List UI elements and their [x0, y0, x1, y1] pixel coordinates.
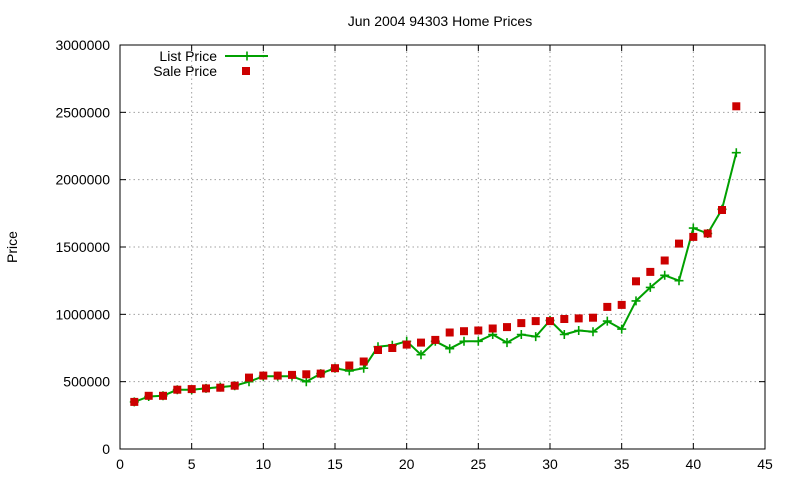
list-price-point [674, 276, 684, 286]
y-tick-label: 3000000 [55, 37, 110, 53]
legend-label-sale-price: Sale Price [153, 63, 217, 79]
sale-price-point [531, 317, 540, 326]
y-tick-label: 2000000 [55, 172, 110, 188]
sale-price-point [216, 383, 225, 392]
sale-price-point [273, 371, 282, 380]
sale-price-point [187, 385, 196, 394]
sale-price-point [202, 384, 210, 393]
list-price-point [602, 316, 612, 326]
x-tick-label: 45 [757, 456, 773, 472]
chart-title: Jun 2004 94303 Home Prices [348, 13, 532, 29]
sale-price-point [130, 397, 139, 406]
legend-label-list-price: List Price [159, 48, 217, 64]
sale-price-point [488, 324, 497, 333]
sale-price-point [288, 370, 296, 379]
sale-price-point [574, 314, 583, 323]
list-price-line [133, 152, 738, 403]
sale-price-point [345, 361, 354, 370]
x-tick-label: 35 [614, 456, 630, 472]
x-tick-label: 25 [471, 456, 487, 472]
y-tick-label: 500000 [63, 374, 110, 390]
y-tick-label: 1500000 [55, 239, 110, 255]
sale-price-point [316, 369, 325, 378]
list-price-point [588, 327, 598, 337]
y-tick-label: 0 [102, 441, 110, 457]
list-price-point [631, 296, 641, 306]
x-tick-label: 15 [327, 456, 343, 472]
sale-price-point [703, 229, 712, 238]
list-price-point [645, 282, 655, 292]
list-price-point [574, 326, 584, 335]
list-price-point [502, 338, 512, 348]
sale-price-point [660, 256, 669, 265]
sale-price-point [245, 373, 253, 382]
sale-price-point [359, 357, 368, 366]
sale-price-point [374, 346, 382, 354]
x-tick-label: 0 [116, 456, 124, 472]
sale-price-point [302, 370, 311, 379]
sale-price-point [474, 326, 483, 335]
sale-price-point [675, 239, 683, 248]
plot-data [129, 102, 741, 407]
sale-price-point [689, 232, 698, 241]
x-tick-label: 30 [542, 456, 558, 472]
sale-price-point [259, 371, 268, 380]
list-price-point [516, 330, 526, 339]
list-price-point [531, 332, 541, 342]
sale-price-point [603, 302, 612, 311]
list-price-point [301, 377, 311, 387]
list-price-point [731, 148, 741, 158]
list-price-point [416, 350, 426, 360]
sale-price-point [646, 267, 655, 276]
axis-ticks: 0 500000 1000000 1500000 2000000 2500000 30000… [55, 37, 773, 472]
legend: List Price Sale Price [153, 48, 268, 79]
sale-price-point [589, 313, 597, 322]
list-price-point [617, 324, 627, 334]
x-tick-label: 10 [256, 456, 272, 472]
sale-price-point [460, 327, 468, 336]
sale-price-point [431, 335, 440, 344]
list-price-point [459, 336, 469, 346]
sale-price-point [173, 385, 182, 394]
sale-price-point [503, 323, 511, 332]
y-tick-label: 2500000 [55, 104, 110, 120]
y-tick-label: 1000000 [55, 306, 110, 322]
sale-price-point [388, 344, 397, 352]
sale-price-point [632, 277, 640, 286]
sale-price-point [732, 102, 741, 111]
list-price-point [660, 270, 670, 280]
legend-marker-sale-price [242, 67, 250, 75]
list-price-point [445, 344, 455, 354]
x-tick-label: 20 [399, 456, 415, 472]
sale-price-point [560, 315, 569, 323]
sale-price-point [617, 300, 626, 309]
sale-price-point [331, 364, 339, 373]
sale-price-point [718, 206, 726, 214]
list-price-point [688, 223, 698, 233]
list-price-point [559, 330, 569, 339]
list-price-point [473, 336, 483, 346]
sale-price-point [546, 317, 554, 326]
sale-price-point [159, 391, 167, 400]
y-axis-label: Price [4, 231, 20, 263]
sale-price-point [144, 391, 153, 400]
x-tick-label: 40 [686, 456, 702, 472]
x-tick-label: 5 [188, 456, 196, 472]
sale-price-point [417, 338, 425, 347]
sale-price-point [402, 340, 411, 349]
sale-price-point [230, 381, 239, 390]
sale-price-point [517, 319, 526, 328]
sale-price-point [445, 328, 454, 337]
legend-marker-list-price [242, 51, 252, 61]
